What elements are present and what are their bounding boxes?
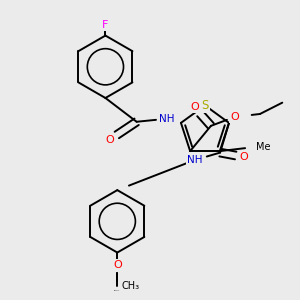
Text: O: O — [190, 102, 199, 112]
Text: F: F — [102, 20, 109, 30]
Text: CH₃: CH₃ — [122, 281, 140, 291]
Text: O: O — [113, 260, 122, 270]
Text: methyl: methyl — [119, 282, 124, 284]
Text: NH: NH — [159, 114, 174, 124]
Text: S: S — [201, 99, 209, 112]
Text: NH: NH — [187, 155, 202, 165]
Text: O: O — [113, 262, 122, 272]
Text: O: O — [106, 135, 114, 145]
Text: methyl: methyl — [117, 289, 122, 290]
Text: methoxy: methoxy — [114, 290, 120, 291]
Text: O: O — [230, 112, 239, 122]
Text: O: O — [239, 152, 248, 162]
Text: Me: Me — [256, 142, 270, 152]
